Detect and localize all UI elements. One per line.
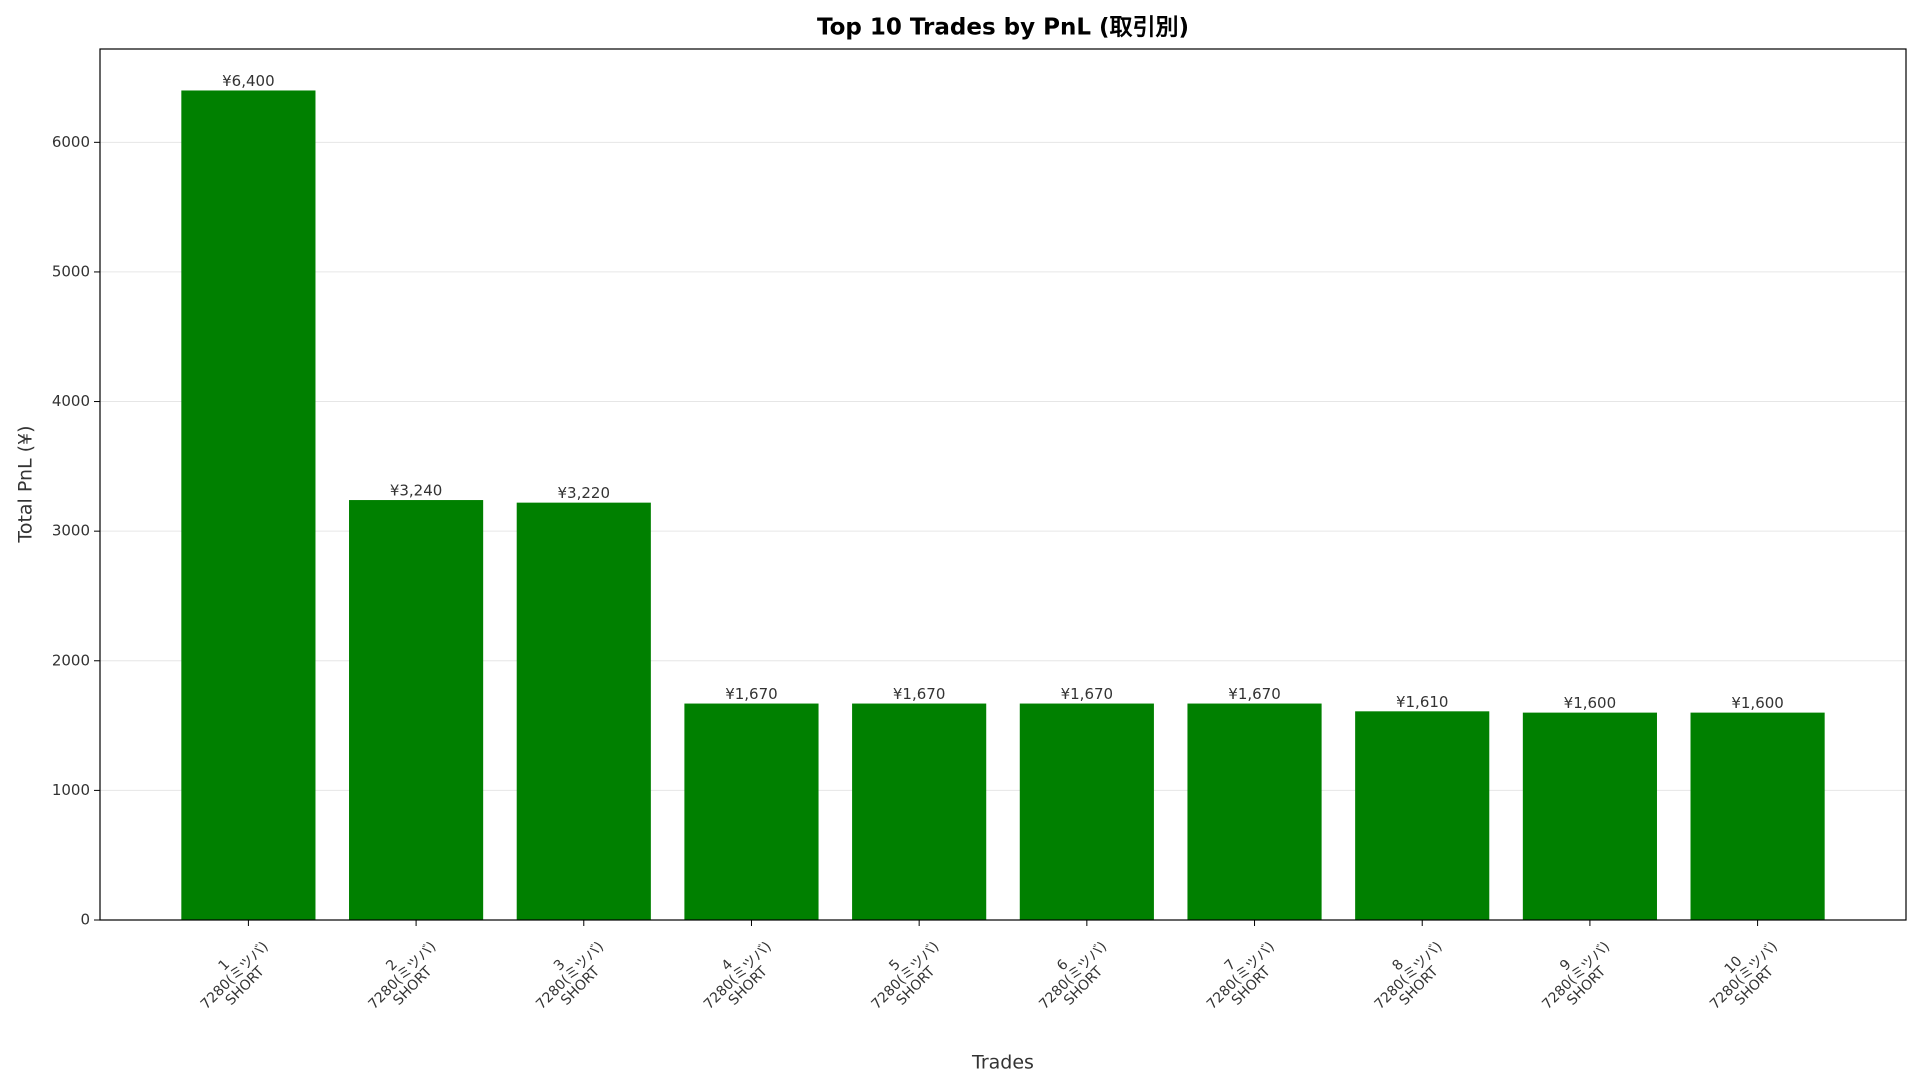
bar	[181, 90, 316, 920]
bar	[684, 703, 819, 920]
x-tick-label: 77280(ミツバ)SHORT	[1194, 928, 1289, 1023]
x-tick-label: 17280(ミツバ)SHORT	[187, 928, 282, 1023]
bar	[1019, 703, 1154, 920]
bar	[1355, 711, 1490, 920]
x-tick-label: 107280(ミツバ)SHORT	[1697, 928, 1792, 1023]
y-tick-label: 1000	[52, 781, 90, 799]
y-tick-label: 2000	[52, 651, 90, 669]
x-tick-label: 27280(ミツバ)SHORT	[355, 928, 450, 1023]
bar	[1522, 712, 1657, 920]
value-label: ¥6,400	[222, 72, 275, 90]
bar	[1690, 712, 1825, 920]
bar	[516, 502, 651, 920]
value-label: ¥1,600	[1564, 694, 1617, 712]
value-label: ¥1,670	[1228, 685, 1281, 703]
value-label: ¥1,610	[1396, 693, 1449, 711]
y-tick-label: 6000	[52, 133, 90, 151]
value-label: ¥3,240	[390, 482, 443, 500]
y-tick-label: 5000	[52, 262, 90, 280]
x-tick-label: 47280(ミツバ)SHORT	[690, 928, 785, 1023]
x-tick-label: 57280(ミツバ)SHORT	[858, 928, 953, 1023]
value-label: ¥1,670	[1061, 685, 1114, 703]
plot-frame	[99, 48, 1907, 921]
x-tick-label: 87280(ミツバ)SHORT	[1361, 928, 1456, 1023]
bar	[1187, 703, 1322, 920]
value-label: ¥1,670	[893, 685, 946, 703]
y-axis-label: Total PnL (¥)	[15, 425, 37, 543]
value-label: ¥1,600	[1731, 694, 1784, 712]
chart-title: Top 10 Trades by PnL (取引別)	[817, 15, 1189, 41]
bar	[852, 703, 987, 920]
value-label: ¥3,220	[558, 484, 611, 502]
y-tick-label: 4000	[52, 392, 90, 410]
y-tick-label: 3000	[52, 522, 90, 540]
bar	[349, 500, 484, 920]
y-tick-label: 0	[80, 911, 90, 929]
x-tick-label: 97280(ミツバ)SHORT	[1529, 928, 1624, 1023]
x-tick-label: 67280(ミツバ)SHORT	[1026, 928, 1121, 1023]
x-axis-label: Trades	[971, 1052, 1034, 1074]
x-tick-label: 37280(ミツバ)SHORT	[523, 928, 618, 1023]
value-label: ¥1,670	[725, 685, 778, 703]
